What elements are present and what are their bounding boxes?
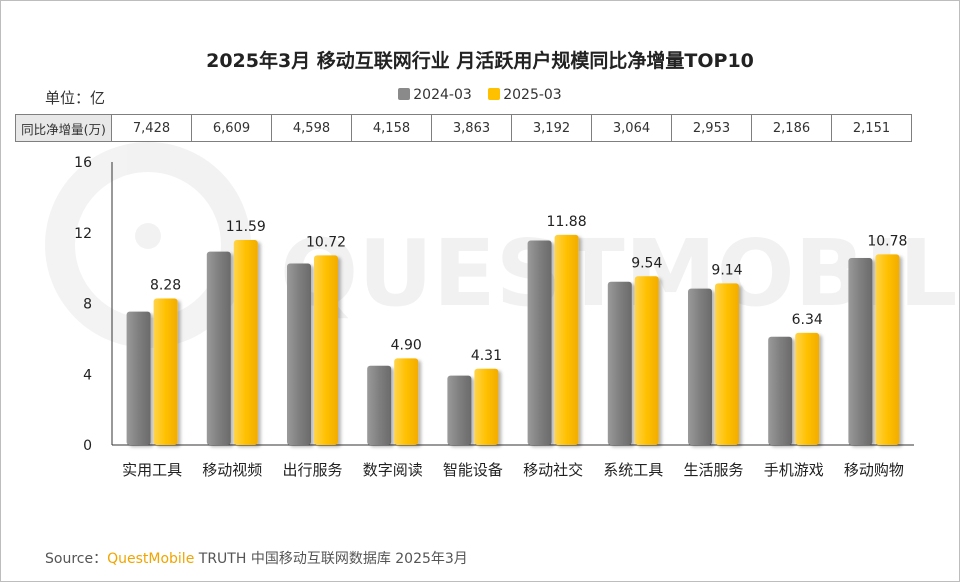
source-rest: TRUTH 中国移动互联网数据库 2025年3月: [194, 551, 468, 567]
growth-cell: 3,192: [511, 114, 592, 142]
legend-item-2024: 2024-03: [398, 87, 472, 103]
bar-2024-03: [206, 251, 231, 445]
data-label: 10.78: [867, 233, 907, 249]
bar-2024-03: [367, 365, 392, 445]
legend-label-2024: 2024-03: [413, 87, 472, 103]
y-tick-label: 4: [83, 367, 92, 383]
x-tick-label: 出行服务: [282, 461, 342, 479]
bar-2025-03: [474, 368, 499, 445]
x-tick-label: 系统工具: [603, 461, 663, 479]
bar-2025-03: [233, 240, 258, 445]
legend: 2024-03 2025-03: [0, 87, 960, 103]
bar-2025-03: [314, 255, 338, 445]
bar-2025-03: [795, 332, 820, 445]
y-tick-label: 8: [83, 297, 92, 313]
data-label: 11.88: [547, 214, 587, 230]
legend-item-2025: 2025-03: [488, 87, 562, 103]
bar-2024-03: [287, 263, 311, 445]
data-label: 6.34: [792, 312, 823, 328]
growth-table-header: 同比净增量(万): [15, 114, 112, 142]
x-tick-label: 生活服务: [683, 461, 743, 479]
legend-label-2025: 2025-03: [503, 87, 562, 103]
data-label: 9.14: [711, 262, 742, 278]
data-label: 4.90: [391, 337, 422, 353]
y-tick-label: 0: [83, 438, 92, 454]
bar-2024-03: [768, 336, 793, 445]
data-label: 10.72: [306, 234, 346, 250]
bar-2025-03: [875, 254, 900, 445]
unit-label: 单位：亿: [45, 89, 106, 107]
growth-cell: 2,151: [831, 114, 912, 142]
source-brand: QuestMobile: [107, 551, 195, 567]
data-label: 8.28: [150, 278, 181, 294]
x-tick-label: 移动社交: [523, 461, 583, 479]
x-tick-label: 移动购物: [844, 461, 904, 479]
legend-swatch-2024: [398, 88, 411, 100]
x-tick-label: 智能设备: [443, 461, 503, 479]
growth-table: 同比净增量(万) 7,428 6,609 4,598 4,158 3,863 3…: [15, 114, 912, 142]
bar-2024-03: [527, 240, 552, 445]
bar-2025-03: [715, 283, 739, 445]
growth-cell: 4,158: [351, 114, 432, 142]
growth-cell: 4,598: [271, 114, 352, 142]
growth-cell: 3,064: [591, 114, 672, 142]
data-label: 11.59: [226, 219, 266, 235]
data-label: 9.54: [631, 255, 662, 271]
bar-2025-03: [634, 276, 659, 445]
bar-2024-03: [447, 375, 472, 445]
bar-2024-03: [688, 288, 712, 445]
chart-title: 2025年3月 移动互联网行业 月活跃用户规模同比净增量TOP10: [206, 50, 754, 72]
y-tick-label: 16: [74, 155, 92, 171]
growth-cell: 2,186: [751, 114, 832, 142]
x-tick-label: 数字阅读: [363, 461, 423, 479]
y-tick-label: 12: [74, 226, 92, 242]
legend-swatch-2025: [488, 88, 501, 100]
x-tick-label: 实用工具: [122, 461, 182, 479]
bar-2025-03: [153, 298, 178, 445]
bar-2025-03: [394, 358, 419, 445]
growth-cell: 6,609: [191, 114, 272, 142]
growth-cell: 3,863: [431, 114, 512, 142]
data-label: 4.31: [471, 348, 502, 364]
growth-cell: 7,428: [111, 114, 192, 142]
source-prefix: Source：: [45, 551, 108, 567]
growth-table-row: 同比净增量(万) 7,428 6,609 4,598 4,158 3,863 3…: [15, 114, 912, 142]
bar-2024-03: [848, 258, 873, 445]
bar-2024-03: [607, 281, 632, 445]
x-tick-label: 移动视频: [202, 461, 262, 479]
bar-2025-03: [554, 234, 579, 445]
bar-2024-03: [126, 311, 151, 445]
growth-cell: 2,953: [671, 114, 752, 142]
source-note: Source：QuestMobile TRUTH 中国移动互联网数据库 2025…: [45, 548, 468, 568]
x-tick-label: 手机游戏: [764, 461, 824, 479]
